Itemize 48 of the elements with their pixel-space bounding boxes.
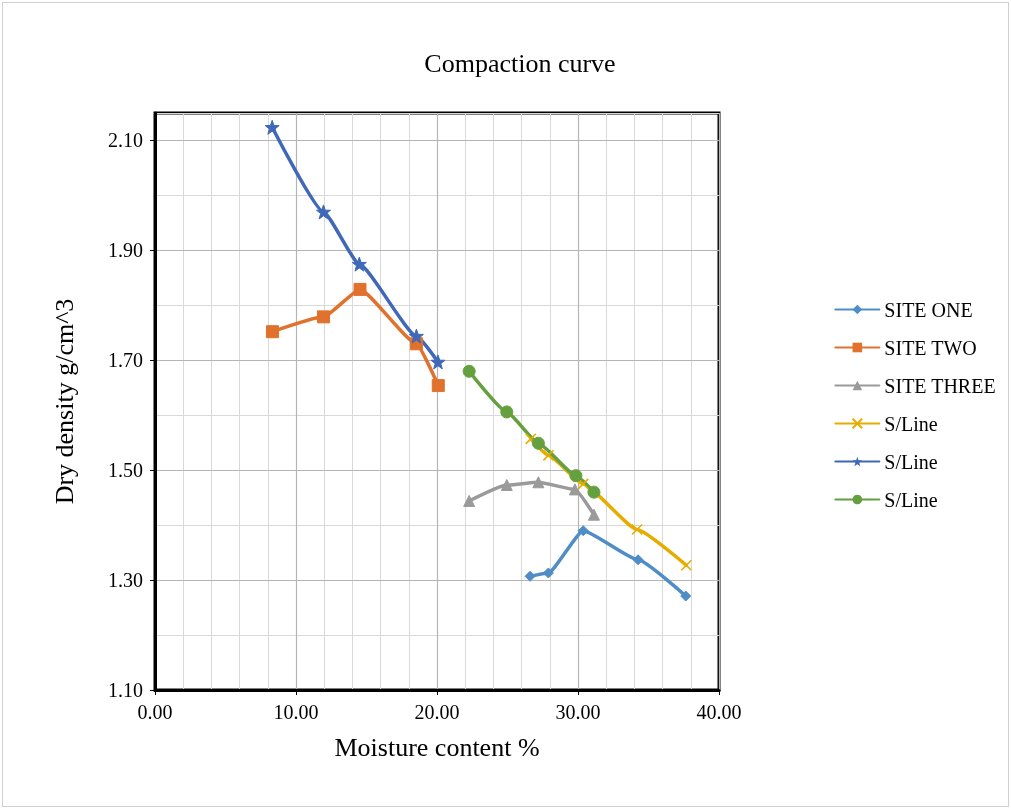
y-tick-label: 1.70: [108, 349, 143, 372]
y-tick-label: 1.10: [108, 679, 143, 701]
point: [577, 525, 589, 537]
point: [463, 494, 476, 507]
point: [264, 119, 280, 135]
point: [524, 570, 536, 582]
point: [430, 354, 446, 370]
point: [316, 310, 330, 324]
point: [587, 508, 600, 521]
point: [500, 479, 513, 492]
point: [632, 554, 644, 566]
x-axis-title: Moisture content %: [334, 732, 540, 762]
y-axis-title: Dry density g/cm^3: [49, 298, 79, 505]
point: [353, 282, 367, 296]
point: [680, 590, 692, 602]
legend-label: S/Line: [884, 450, 938, 473]
legend-label: SITE THREE: [884, 374, 996, 397]
point: [462, 364, 476, 378]
y-tick-label: 1.50: [108, 459, 143, 482]
x-tick-label: 40.00: [696, 701, 742, 723]
legend-label: SITE TWO: [884, 336, 977, 359]
legend-label: S/Line: [884, 488, 938, 511]
point: [524, 433, 537, 445]
point: [680, 559, 693, 572]
x-tick-label: 0.00: [137, 701, 173, 723]
y-tick-label: 2.10: [108, 129, 143, 152]
point: [587, 485, 601, 499]
point: [542, 449, 555, 462]
point: [500, 405, 514, 419]
point: [568, 483, 581, 496]
point: [569, 469, 583, 483]
point: [631, 523, 643, 536]
y-tick-label: 1.30: [108, 569, 143, 592]
point: [265, 325, 279, 339]
y-tick-label: 1.90: [108, 239, 143, 262]
x-tick-label: 10.00: [273, 701, 319, 723]
point: [351, 256, 367, 272]
legend-label: S/Line: [884, 412, 938, 435]
point: [531, 436, 545, 450]
point: [577, 478, 590, 490]
point: [408, 328, 424, 344]
point: [532, 476, 545, 489]
chart-title: Compaction curve: [424, 48, 616, 78]
legend-label: SITE ONE: [884, 298, 973, 321]
x-tick-label: 20.00: [414, 701, 460, 723]
x-tick-label: 30.00: [555, 701, 601, 723]
point: [315, 204, 331, 220]
point: [431, 379, 445, 393]
